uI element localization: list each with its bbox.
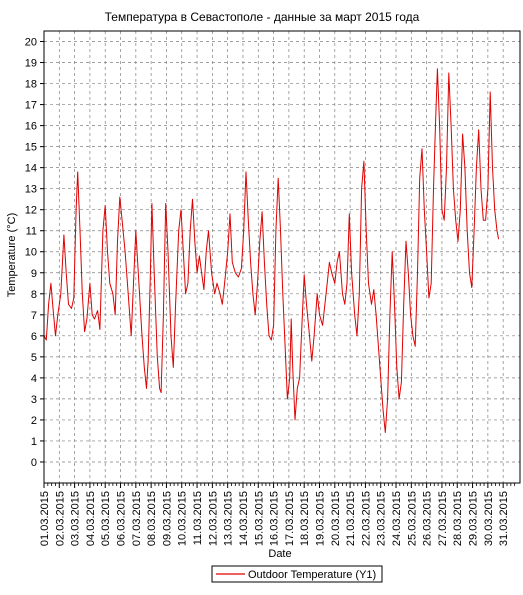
y-tick-label: 15 — [25, 142, 37, 154]
y-tick-label: 1 — [31, 436, 37, 448]
x-tick-label: 14.03.2015 — [238, 491, 250, 546]
y-tick-label: 7 — [31, 310, 37, 322]
grid — [44, 31, 520, 483]
y-tick-label: 10 — [25, 247, 37, 259]
y-tick-label: 16 — [25, 121, 37, 133]
x-tick-label: 11.03.2015 — [192, 491, 204, 545]
legend-entry-outdoor-temperature: Outdoor Temperature (Y1) — [248, 569, 376, 581]
x-tick-label: 26.03.2015 — [422, 491, 434, 546]
y-tick-label: 9 — [31, 268, 37, 280]
legend: Outdoor Temperature (Y1) — [211, 565, 383, 583]
x-tick-label: 15.03.2015 — [253, 491, 265, 546]
x-tick-label: 08.03.2015 — [146, 491, 158, 546]
x-tick-label: 18.03.2015 — [299, 491, 311, 546]
x-axis-label: Date — [268, 548, 291, 560]
y-axis-label: Temperature (°C) — [6, 213, 18, 297]
x-tick-label: 10.03.2015 — [177, 491, 189, 546]
x-tick-label: 20.03.2015 — [330, 491, 342, 546]
legend-box — [211, 565, 383, 583]
x-tick-label: 22.03.2015 — [360, 491, 372, 546]
y-tick-label: 4 — [31, 373, 37, 385]
x-tick-label: 27.03.2015 — [437, 491, 449, 546]
x-tick-label: 12.03.2015 — [207, 491, 219, 546]
x-tick-label: 01.03.2015 — [39, 491, 51, 546]
x-tick-label: 16.03.2015 — [269, 491, 281, 546]
y-tick-label: 13 — [25, 184, 37, 196]
y-tick-label: 12 — [25, 205, 37, 217]
x-tick-label: 24.03.2015 — [391, 491, 403, 546]
y-tick-label: 2 — [31, 415, 37, 427]
x-tick-label: 28.03.2015 — [452, 491, 464, 546]
y-tick-label: 11 — [26, 226, 37, 238]
y-tick-label: 6 — [31, 331, 37, 343]
x-tick-label: 06.03.2015 — [116, 491, 128, 546]
y-tick-label: 20 — [25, 37, 37, 49]
y-tick-label: 18 — [25, 79, 37, 91]
x-tick-label: 25.03.2015 — [406, 491, 418, 546]
x-tick-label: 04.03.2015 — [85, 491, 97, 546]
y-tick-label: 0 — [31, 457, 37, 469]
y-tick-label: 3 — [31, 394, 37, 406]
y-tick-label: 8 — [31, 289, 37, 301]
chart-title: Температура в Севастополе - данные за ма… — [105, 10, 420, 24]
x-tick-label: 05.03.2015 — [100, 491, 112, 546]
x-tick-label: 03.03.2015 — [70, 491, 82, 546]
y-tick-label: 14 — [25, 163, 37, 175]
y-tick-label: 5 — [31, 352, 37, 364]
y-tick-label: 17 — [25, 100, 37, 112]
x-tick-label: 19.03.2015 — [314, 491, 326, 546]
x-tick-label: 29.03.2015 — [468, 491, 480, 546]
x-tick-label: 02.03.2015 — [54, 491, 66, 546]
x-tick-label: 31.03.2015 — [498, 491, 510, 546]
x-tick-label: 30.03.2015 — [483, 491, 495, 546]
x-tick-label: 07.03.2015 — [131, 491, 143, 546]
x-tick-label: 23.03.2015 — [376, 491, 388, 546]
x-tick-label: 13.03.2015 — [223, 491, 235, 546]
series-layer — [43, 68, 500, 433]
x-tick-label: 21.03.2015 — [345, 491, 357, 546]
series-line-outdoor-temperature — [43, 68, 500, 433]
x-tick-label: 17.03.2015 — [284, 491, 296, 546]
plot-frame — [43, 30, 521, 484]
y-tick-label: 19 — [25, 58, 37, 70]
x-tick-label: 09.03.2015 — [161, 491, 173, 546]
x-axis: 01.03.2015 02.03.2015 03.03.2015 04.03.2015… — [39, 483, 516, 546]
